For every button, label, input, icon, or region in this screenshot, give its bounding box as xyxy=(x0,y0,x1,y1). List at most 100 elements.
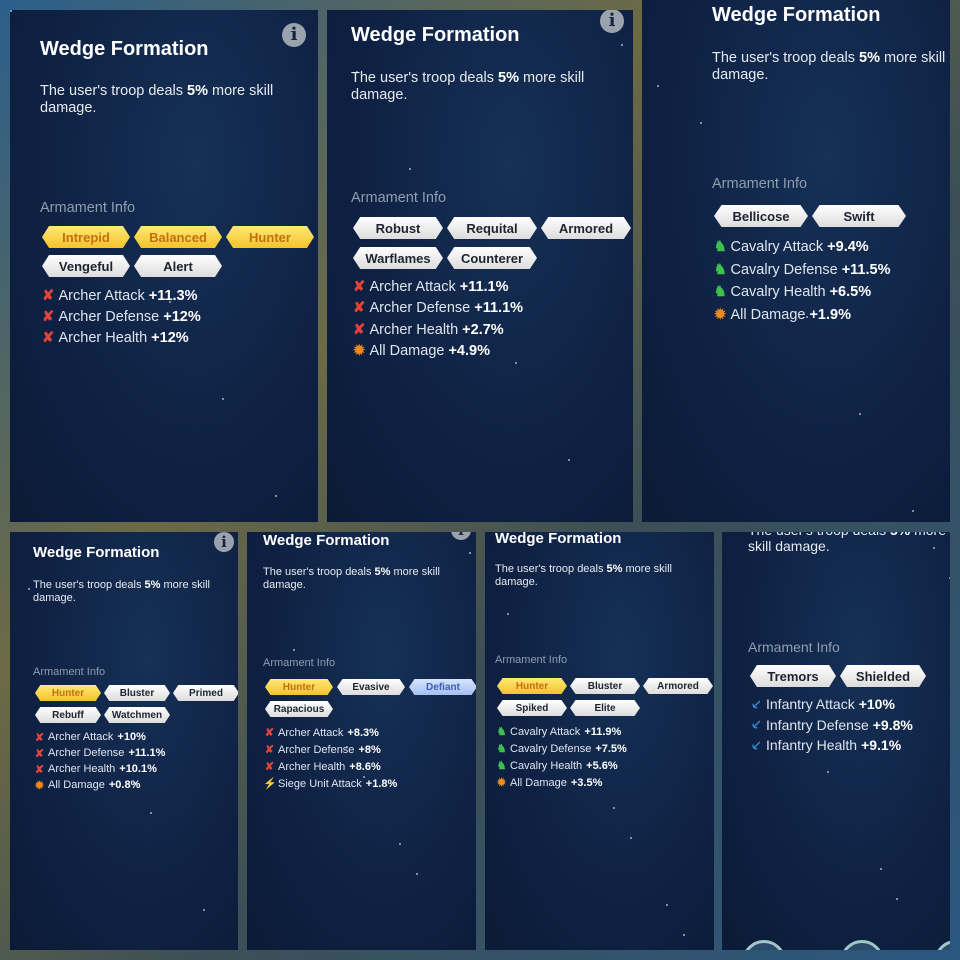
archer-icon: ✘ xyxy=(264,744,275,756)
armament-chip-list: Hunter Bluster Armored Spiked Elite xyxy=(497,678,714,716)
armament-chip-hunter[interactable]: Hunter xyxy=(35,685,101,701)
all-damage-icon: ✹ xyxy=(353,343,366,360)
stat-label: All Damage xyxy=(369,343,445,360)
star-decoration xyxy=(28,588,30,590)
stat-row: ✘ Archer Defense +12% xyxy=(40,306,201,327)
info-icon[interactable]: i xyxy=(282,23,306,47)
armament-chip-bellicose[interactable]: Bellicose xyxy=(714,205,808,227)
stat-label: Cavalry Defense xyxy=(510,742,592,755)
armament-chip-intrepid[interactable]: Intrepid xyxy=(42,226,130,248)
info-icon[interactable]: i xyxy=(451,532,471,540)
star-decoration xyxy=(912,510,914,512)
skill-description: The user's troop deals 5% more skill dam… xyxy=(748,532,950,554)
armament-chip-elite[interactable]: Elite xyxy=(570,700,640,716)
star-decoration xyxy=(657,85,659,87)
star-decoration xyxy=(409,168,411,170)
formation-panel: i Wedge Formation The user's troop deals 5… xyxy=(247,532,476,950)
armament-chip-watchmen[interactable]: Watchmen xyxy=(104,707,170,723)
stat-label: Archer Attack xyxy=(48,731,114,743)
armament-chip-primed[interactable]: Primed xyxy=(173,685,238,701)
all-damage-icon: ✹ xyxy=(34,779,45,792)
stat-row: ♞ Cavalry Health +5.6% xyxy=(495,757,627,774)
armament-chip-evasive[interactable]: Evasive xyxy=(337,679,405,695)
panel-title: Wedge Formation xyxy=(263,532,390,549)
cavalry-icon: ♞ xyxy=(496,743,507,755)
archer-icon: ✘ xyxy=(42,287,55,304)
armament-chip-alert[interactable]: Alert xyxy=(134,255,222,277)
description-bold-value: 5% xyxy=(859,50,881,66)
stat-row: ✘ Archer Attack +11.1% xyxy=(351,276,523,298)
formation-panel: Wedge Formation The user's troop deals 5%… xyxy=(642,0,950,522)
stat-label: Siege Unit Attack xyxy=(278,777,362,790)
armament-chip-warflames[interactable]: Warflames xyxy=(353,247,443,269)
armament-chip-rapacious[interactable]: Rapacious xyxy=(265,701,333,717)
armament-chip-rebuff[interactable]: Rebuff xyxy=(35,707,101,723)
formation-panel: i Wedge Formation The user's troop deals 5… xyxy=(10,532,238,950)
archer-icon: ✘ xyxy=(353,321,366,338)
armament-chip-requital[interactable]: Requital xyxy=(447,217,537,239)
round-action-button[interactable] xyxy=(934,940,950,950)
description-text: The user's troop deals xyxy=(40,83,188,99)
star-decoration xyxy=(63,107,65,109)
description-text: The user's troop deals xyxy=(495,563,607,575)
star-decoration xyxy=(469,552,471,554)
stat-row: ✘ Archer Health +8.6% xyxy=(263,758,397,775)
star-decoration xyxy=(356,71,358,73)
armament-info-label: Armament Info xyxy=(33,666,106,678)
stat-label: Archer Defense xyxy=(48,747,125,759)
info-icon[interactable]: i xyxy=(600,10,624,33)
star-decoration xyxy=(568,459,570,461)
stat-value: +6.5% xyxy=(829,284,872,301)
round-action-button[interactable] xyxy=(742,940,786,950)
armament-chip-list: Hunter Bluster Primed Rebuff Watchmen xyxy=(35,685,238,723)
stat-value: +10% xyxy=(858,696,895,713)
star-decoration xyxy=(275,495,277,497)
archer-icon: ✘ xyxy=(264,727,275,739)
stat-value: +1.9% xyxy=(809,306,851,323)
stat-label: All Damage xyxy=(510,776,567,789)
description-text: more skill damage. xyxy=(495,563,672,588)
description-text: The user's troop deals xyxy=(351,70,499,86)
all-damage-icon: ✹ xyxy=(496,777,507,789)
armament-info-label: Armament Info xyxy=(495,654,568,666)
armament-chip-list: Bellicose Swift xyxy=(714,205,950,227)
star-decoration xyxy=(630,837,632,839)
armament-chip-tremors[interactable]: Tremors xyxy=(750,665,836,687)
armament-chip-vengeful[interactable]: Vengeful xyxy=(42,255,130,277)
description-text: The user's troop deals xyxy=(712,50,860,66)
stat-value: +11.1% xyxy=(474,300,524,317)
stat-label: Cavalry Health xyxy=(730,284,826,301)
armament-chip-armored[interactable]: Armored xyxy=(541,217,631,239)
round-action-button[interactable] xyxy=(840,940,884,950)
siege-icon: ⚡ xyxy=(263,778,277,790)
stat-value: +11.9% xyxy=(584,725,622,738)
stat-value: +8.3% xyxy=(347,726,379,739)
armament-chip-robust[interactable]: Robust xyxy=(353,217,443,239)
armament-chip-bluster[interactable]: Bluster xyxy=(570,678,640,694)
armament-chip-defiant[interactable]: Defiant xyxy=(409,679,476,695)
armament-chip-hunter[interactable]: Hunter xyxy=(497,678,567,694)
stat-row: ♞ Cavalry Attack +9.4% xyxy=(712,236,890,259)
star-decoration xyxy=(666,904,668,906)
skill-description: The user's troop deals 5% more skill dam… xyxy=(712,50,950,83)
info-icon[interactable]: i xyxy=(214,532,234,552)
stat-value: +9.4% xyxy=(827,239,869,256)
armament-chip-hunter[interactable]: Hunter xyxy=(226,226,314,248)
stat-value: +8.6% xyxy=(349,760,381,773)
armament-chip-balanced[interactable]: Balanced xyxy=(134,226,222,248)
armament-chip-swift[interactable]: Swift xyxy=(812,205,906,227)
armament-chip-counterer[interactable]: Counterer xyxy=(447,247,537,269)
stat-row: ✘ Archer Defense +8% xyxy=(263,741,397,758)
star-decoration xyxy=(896,898,898,900)
stat-value: +3.5% xyxy=(570,776,603,789)
armament-chip-spiked[interactable]: Spiked xyxy=(497,700,567,716)
armament-chip-bluster[interactable]: Bluster xyxy=(104,685,170,701)
archer-icon: ✘ xyxy=(42,308,55,325)
description-text: more skill damage. xyxy=(351,70,585,103)
stat-list: ✘ Archer Attack +10% ✘ Archer Defense +11.1% ✘… xyxy=(33,729,166,793)
armament-chip-armored[interactable]: Armored xyxy=(643,678,713,694)
armament-chip-hunter[interactable]: Hunter xyxy=(265,679,333,695)
armament-chip-shielded[interactable]: Shielded xyxy=(840,665,926,687)
stat-row: ✘ Archer Attack +10% xyxy=(33,729,165,745)
skill-description: The user's troop deals 5% more skill dam… xyxy=(33,579,213,604)
